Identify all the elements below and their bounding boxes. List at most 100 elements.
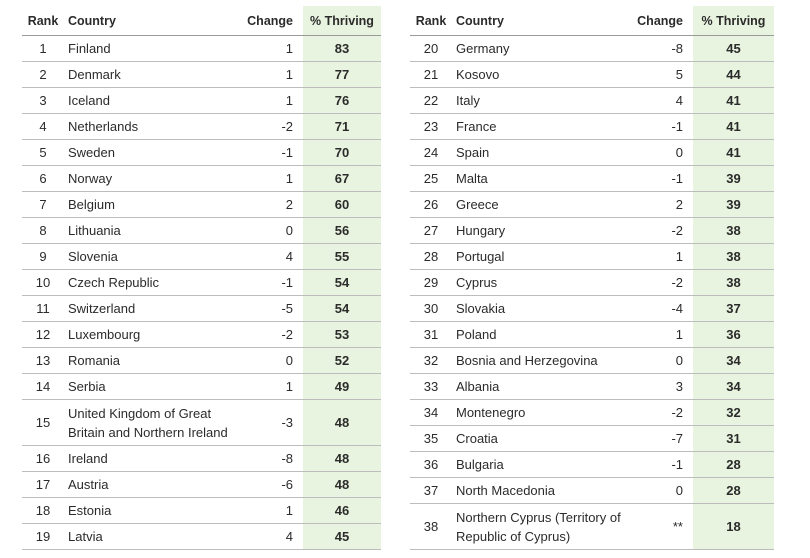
thriving-cell: 56 (303, 217, 381, 244)
rank-cell: 22 (410, 87, 452, 114)
change-cell: -2 (636, 217, 693, 244)
country-cell: Portugal (452, 243, 636, 270)
thriving-cell: 32 (693, 399, 774, 426)
change-header: Change (244, 6, 303, 36)
thriving-cell: 46 (303, 497, 381, 524)
country-cell: Iceland (64, 87, 244, 114)
rank-cell: 18 (22, 497, 64, 524)
table-row: 34 Montenegro -2 32 (410, 399, 774, 426)
change-cell: 1 (244, 87, 303, 114)
thriving-cell: 41 (693, 87, 774, 114)
thriving-cell: 45 (303, 523, 381, 550)
thriving-cell: 28 (693, 477, 774, 504)
table-row: 20 Germany -8 45 (410, 35, 774, 62)
country-cell: Netherlands (64, 113, 244, 140)
thriving-cell: 41 (693, 113, 774, 140)
thriving-cell: 70 (303, 139, 381, 166)
table-row: 24 Spain 0 41 (410, 139, 774, 166)
change-cell: 1 (244, 35, 303, 62)
table-row: 11 Switzerland -5 54 (22, 295, 381, 322)
table-row: 30 Slovakia -4 37 (410, 295, 774, 322)
thriving-cell: 44 (693, 61, 774, 88)
rank-cell: 10 (22, 269, 64, 296)
change-cell: -1 (244, 139, 303, 166)
change-cell: -2 (244, 321, 303, 348)
rank-cell: 7 (22, 191, 64, 218)
thriving-cell: 48 (303, 445, 381, 472)
thriving-cell: 53 (303, 321, 381, 348)
rank-cell: 21 (410, 61, 452, 88)
country-cell: Poland (452, 321, 636, 348)
table-row: 8 Lithuania 0 56 (22, 217, 381, 244)
thriving-cell: 18 (693, 503, 774, 550)
rank-cell: 26 (410, 191, 452, 218)
thriving-cell: 37 (693, 295, 774, 322)
thriving-cell: 49 (303, 373, 381, 400)
table-row: 14 Serbia 1 49 (22, 373, 381, 400)
country-cell: Luxembourg (64, 321, 244, 348)
country-cell: France (452, 113, 636, 140)
change-cell: -1 (636, 451, 693, 478)
table-row: 13 Romania 0 52 (22, 347, 381, 374)
thriving-cell: 38 (693, 217, 774, 244)
table-row: 3 Iceland 1 76 (22, 87, 381, 114)
table-row: 31 Poland 1 36 (410, 321, 774, 348)
thriving-cell: 54 (303, 269, 381, 296)
change-cell: 1 (244, 373, 303, 400)
table-row: 38 Northern Cyprus (Territory of Republic… (410, 503, 774, 550)
rank-cell: 34 (410, 399, 452, 426)
change-header: Change (636, 6, 693, 36)
country-cell: Belgium (64, 191, 244, 218)
country-cell: Czech Republic (64, 269, 244, 296)
thriving-cell: 71 (303, 113, 381, 140)
table-row: 37 North Macedonia 0 28 (410, 477, 774, 504)
table-row: 15 United Kingdom of Great Britain and No… (22, 399, 381, 446)
change-cell: -4 (636, 295, 693, 322)
country-cell: Norway (64, 165, 244, 192)
country-cell: Albania (452, 373, 636, 400)
table-row: 23 France -1 41 (410, 113, 774, 140)
thriving-cell: 55 (303, 243, 381, 270)
change-cell: 1 (244, 165, 303, 192)
table-header-row: Rank Country Change % Thriving (22, 6, 381, 36)
country-cell: United Kingdom of Great Britain and Nort… (64, 399, 244, 446)
thriving-cell: 41 (693, 139, 774, 166)
table-row: 26 Greece 2 39 (410, 191, 774, 218)
change-cell: 1 (244, 497, 303, 524)
rank-cell: 30 (410, 295, 452, 322)
thriving-header: % Thriving (303, 6, 381, 36)
rank-cell: 29 (410, 269, 452, 296)
change-cell: 1 (244, 61, 303, 88)
country-header: Country (64, 6, 244, 36)
country-cell: Croatia (452, 425, 636, 452)
table-row: 22 Italy 4 41 (410, 87, 774, 114)
country-cell: Montenegro (452, 399, 636, 426)
thriving-cell: 38 (693, 243, 774, 270)
thriving-cell: 83 (303, 35, 381, 62)
rank-cell: 32 (410, 347, 452, 374)
thriving-header: % Thriving (693, 6, 774, 36)
country-cell: Italy (452, 87, 636, 114)
change-cell: 1 (636, 243, 693, 270)
rank-cell: 4 (22, 113, 64, 140)
country-cell: Spain (452, 139, 636, 166)
rank-cell: 33 (410, 373, 452, 400)
rank-cell: 11 (22, 295, 64, 322)
table-row: 25 Malta -1 39 (410, 165, 774, 192)
rank-cell: 25 (410, 165, 452, 192)
table-header-row: Rank Country Change % Thriving (410, 6, 774, 36)
change-cell: 2 (636, 191, 693, 218)
change-cell: -2 (636, 269, 693, 296)
table-row: 18 Estonia 1 46 (22, 497, 381, 524)
table-row: 17 Austria -6 48 (22, 471, 381, 498)
table-row: 32 Bosnia and Herzegovina 0 34 (410, 347, 774, 374)
country-cell: Germany (452, 35, 636, 62)
rank-cell: 23 (410, 113, 452, 140)
table-row: 35 Croatia -7 31 (410, 425, 774, 452)
country-cell: Estonia (64, 497, 244, 524)
rank-cell: 38 (410, 503, 452, 550)
change-cell: -1 (636, 113, 693, 140)
table-row: 29 Cyprus -2 38 (410, 269, 774, 296)
change-cell: 0 (636, 477, 693, 504)
table-row: 28 Portugal 1 38 (410, 243, 774, 270)
